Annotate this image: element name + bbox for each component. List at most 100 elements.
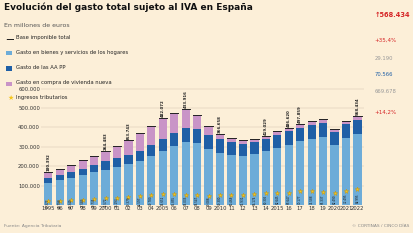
Bar — [55, 180, 64, 205]
Bar — [90, 172, 98, 205]
Bar — [170, 113, 178, 133]
Bar — [238, 144, 247, 156]
Text: 82.995: 82.995 — [355, 193, 358, 202]
Bar — [273, 147, 281, 205]
Bar — [261, 136, 269, 139]
Text: 62.645: 62.645 — [275, 195, 279, 204]
Bar — [181, 128, 189, 142]
Text: ↑568.434: ↑568.434 — [374, 12, 409, 18]
Text: 34.572: 34.572 — [103, 197, 107, 207]
Text: 51.931: 51.931 — [240, 196, 244, 205]
Bar — [170, 133, 178, 146]
Bar — [250, 142, 258, 154]
Text: 63.647: 63.647 — [286, 195, 290, 204]
Text: 49.088: 49.088 — [206, 196, 210, 206]
Bar — [238, 156, 247, 205]
Text: 39.379: 39.379 — [126, 197, 130, 206]
Bar — [330, 145, 338, 205]
Bar — [204, 126, 212, 135]
Bar — [352, 116, 361, 120]
Text: 264.483: 264.483 — [103, 132, 107, 150]
Text: 24.349: 24.349 — [69, 198, 73, 208]
Text: +14,2%: +14,2% — [374, 110, 396, 114]
Bar — [352, 120, 361, 134]
Bar — [250, 154, 258, 205]
Text: Gasto de las AA PP: Gasto de las AA PP — [16, 65, 65, 70]
Bar — [158, 118, 166, 139]
Bar — [124, 140, 132, 155]
Bar — [216, 139, 223, 153]
Bar — [341, 138, 349, 205]
Bar — [216, 134, 223, 139]
Bar — [78, 168, 87, 175]
Text: 180.392: 180.392 — [46, 153, 50, 171]
Bar — [261, 139, 269, 151]
Bar — [284, 131, 292, 145]
Bar — [55, 168, 64, 175]
Bar — [181, 142, 189, 205]
Bar — [261, 151, 269, 205]
Bar — [135, 151, 144, 161]
Text: 497.859: 497.859 — [297, 105, 301, 123]
Bar — [192, 129, 201, 143]
Bar — [192, 115, 201, 129]
Text: +35,4%: +35,4% — [374, 37, 396, 42]
Bar — [124, 164, 132, 205]
Text: 56.174: 56.174 — [252, 195, 256, 205]
Text: 568.434: 568.434 — [355, 98, 358, 115]
Bar — [101, 170, 109, 205]
Text: Gasto en bienes y servicios de los hogares: Gasto en bienes y servicios de los hogar… — [16, 50, 128, 55]
Bar — [204, 149, 212, 205]
Text: 50.468: 50.468 — [229, 196, 233, 205]
Text: 54.652: 54.652 — [160, 195, 164, 205]
Bar — [78, 160, 87, 168]
Bar — [158, 151, 166, 205]
Text: © CORTINAS / CINCO DÍAS: © CORTINAS / CINCO DÍAS — [351, 224, 409, 228]
Text: 482.072: 482.072 — [160, 99, 164, 117]
Bar — [170, 146, 178, 205]
Bar — [227, 138, 235, 142]
Text: 71.588: 71.588 — [309, 194, 313, 204]
Bar — [113, 167, 121, 205]
Bar — [330, 129, 338, 132]
Bar — [307, 125, 315, 139]
Bar — [352, 134, 361, 205]
Text: 65.337: 65.337 — [320, 195, 324, 204]
Text: 62.490: 62.490 — [332, 195, 336, 204]
Bar — [147, 126, 155, 145]
Text: 55.855: 55.855 — [172, 195, 176, 205]
Bar — [158, 139, 166, 151]
Bar — [295, 124, 304, 128]
Text: 30.735: 30.735 — [92, 198, 96, 207]
Bar — [341, 121, 349, 124]
Bar — [227, 142, 235, 154]
Text: 366.658: 366.658 — [218, 115, 221, 133]
Bar — [90, 156, 98, 165]
Text: 669.678: 669.678 — [374, 89, 396, 93]
Bar — [101, 161, 109, 170]
Bar — [55, 175, 64, 180]
Bar — [147, 156, 155, 205]
Bar — [318, 119, 326, 123]
Bar — [227, 154, 235, 205]
Bar — [273, 131, 281, 135]
Text: 419.029: 419.029 — [263, 117, 267, 135]
Text: 72.495: 72.495 — [343, 194, 347, 203]
Text: Gasto en compra de vivienda nueva: Gasto en compra de vivienda nueva — [16, 80, 111, 85]
Bar — [284, 128, 292, 131]
Bar — [78, 175, 87, 205]
Text: 353.743: 353.743 — [126, 122, 130, 140]
Bar — [135, 161, 144, 205]
Text: 29.190: 29.190 — [374, 56, 392, 61]
Text: 27.583: 27.583 — [81, 198, 84, 207]
Text: 44.597: 44.597 — [138, 196, 142, 206]
Bar — [284, 145, 292, 205]
Bar — [90, 165, 98, 172]
Text: 60.305: 60.305 — [263, 195, 267, 204]
Bar — [318, 123, 326, 137]
Bar — [44, 183, 52, 205]
Bar — [295, 141, 304, 205]
Bar — [67, 178, 75, 205]
Bar — [250, 139, 258, 142]
Text: Base imponible total: Base imponible total — [16, 35, 70, 40]
